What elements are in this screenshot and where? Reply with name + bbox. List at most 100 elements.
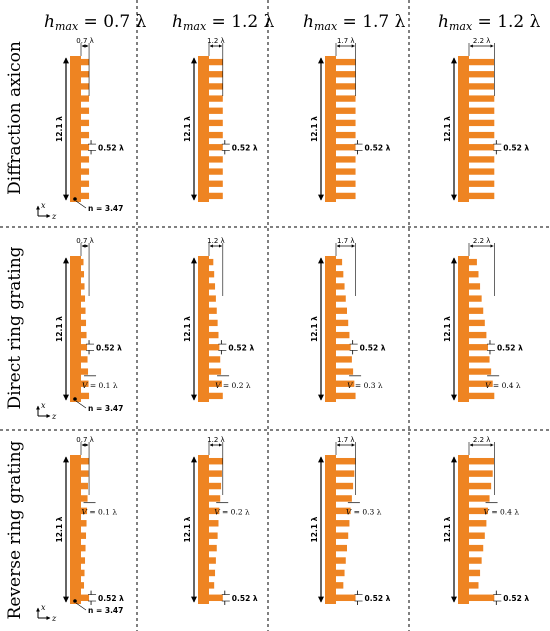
v-label: V = 0.3 λ <box>347 381 383 390</box>
grating-tooth <box>81 319 87 327</box>
grating-tooth <box>209 368 222 375</box>
grating-tooth <box>469 495 490 502</box>
grating-tooth <box>209 495 221 502</box>
index-leader <box>75 200 87 209</box>
grating-tooth <box>469 344 488 351</box>
height-label: 12.1 λ <box>443 316 452 342</box>
row-label-3: Reverse ring grating <box>5 440 25 619</box>
height-label: 12.1 λ <box>443 516 452 542</box>
panel-r2-c2: 12.1 λ 1.2 λ 0.52 λ V = 0.2 λ <box>183 237 254 402</box>
grating-tooth <box>209 156 223 163</box>
height-label: 12.1 λ <box>55 116 64 142</box>
grating-tooth <box>209 507 220 515</box>
panel-r1-c3: 12.1 λ 1.7 λ 0.52 λ <box>310 37 391 202</box>
column-header-1: hmax = 0.7 λ <box>44 12 147 33</box>
grating-tooth <box>209 258 214 266</box>
column-header-4: hmax = 1.2 λ <box>438 12 541 33</box>
grating-tooth <box>81 544 86 552</box>
grating-tooth <box>209 457 223 465</box>
row-labels: Diffraction axicon Direct ring grating R… <box>5 41 25 619</box>
grating-tooth <box>469 356 490 363</box>
substrate <box>70 256 81 402</box>
width-label: 0.7 λ <box>76 37 94 45</box>
index-dot <box>73 197 77 201</box>
grating-tooth <box>81 95 90 102</box>
grating-tooth <box>336 495 352 502</box>
height-label: 12.1 λ <box>55 316 64 342</box>
grating-tooth <box>469 180 495 187</box>
grating-tooth <box>209 107 223 114</box>
period-label: 0.52 λ <box>503 594 529 603</box>
grating-tooth <box>469 83 495 90</box>
panel-r3-c1: 12.1 λ 0.7 λ 0.52 λ V = 0.1 λ n = 3.47 xz <box>36 436 124 623</box>
grating-tooth <box>336 457 356 465</box>
grating-tooth <box>209 283 216 290</box>
period-label: 0.52 λ <box>365 594 391 603</box>
grating-tooth <box>209 168 223 175</box>
row-label-1: Diffraction axicon <box>5 41 25 195</box>
grating-tooth <box>81 307 86 314</box>
grating-tooth <box>469 307 484 314</box>
grating-tooth <box>209 271 215 278</box>
period-label: 0.52 λ <box>232 594 258 603</box>
grating-tooth <box>469 258 477 266</box>
grating-tooth <box>209 557 216 564</box>
grating-tooth <box>336 119 356 127</box>
panel-r3-c4: 12.1 λ 2.2 λ 0.52 λ V = 0.4 λ <box>443 436 529 606</box>
v-label: V = 0.1 λ <box>82 381 118 390</box>
width-label: 1.2 λ <box>207 37 225 45</box>
period-label: 0.52 λ <box>98 594 124 603</box>
grating-tooth <box>336 331 350 339</box>
grating-tooth <box>469 557 482 564</box>
grating-tooth <box>209 71 223 78</box>
substrate <box>325 56 336 202</box>
grating-tooth <box>81 582 85 589</box>
grating-tooth <box>209 295 216 302</box>
grating-tooth <box>81 392 90 400</box>
period-label: 0.52 λ <box>96 343 122 352</box>
grating-tooth <box>81 271 85 278</box>
grating-tooth <box>336 557 346 564</box>
period-label: 0.52 λ <box>503 143 529 152</box>
grating-tooth <box>336 344 351 351</box>
grating-tooth <box>336 168 356 175</box>
x-axis-label: x <box>41 401 46 410</box>
width-label: 2.2 λ <box>473 436 491 444</box>
row-label-2: Direct ring grating <box>5 246 25 409</box>
grating-tooth <box>81 144 90 151</box>
v-label: V = 0.2 λ <box>215 381 251 390</box>
grating-tooth <box>209 392 223 400</box>
substrate <box>70 56 81 202</box>
index-dot <box>73 599 77 603</box>
grating-tooth <box>469 119 495 127</box>
index-leader <box>75 400 87 409</box>
grating-tooth <box>469 368 492 375</box>
grating-tooth <box>81 507 88 515</box>
grating-tooth <box>209 331 219 339</box>
grating-tooth <box>469 544 484 552</box>
grating-tooth <box>336 83 356 90</box>
grating-tooth <box>336 470 355 477</box>
grating-tooth <box>336 258 343 266</box>
period-label: 0.52 λ <box>497 343 523 352</box>
grating-tooth <box>469 507 488 515</box>
width-label: 0.7 λ <box>76 436 94 444</box>
grating-tooth <box>81 131 90 139</box>
substrate <box>198 56 209 202</box>
grating-tooth <box>81 83 90 90</box>
substrate <box>458 455 469 604</box>
grating-tooth <box>469 58 495 66</box>
grating-tooth <box>469 520 487 527</box>
grating-tooth <box>336 532 349 539</box>
grating-tooth <box>469 569 481 577</box>
grating-tooth <box>336 380 355 387</box>
grating-tooth <box>209 319 218 327</box>
grating-tooth <box>469 380 493 387</box>
period-label: 0.52 λ <box>360 343 386 352</box>
panel-r2-c3: 12.1 λ 1.7 λ 0.52 λ V = 0.3 λ <box>310 237 386 402</box>
width-label: 1.7 λ <box>337 37 355 45</box>
grating-tooth <box>81 180 90 187</box>
grating-tooth <box>336 180 356 187</box>
